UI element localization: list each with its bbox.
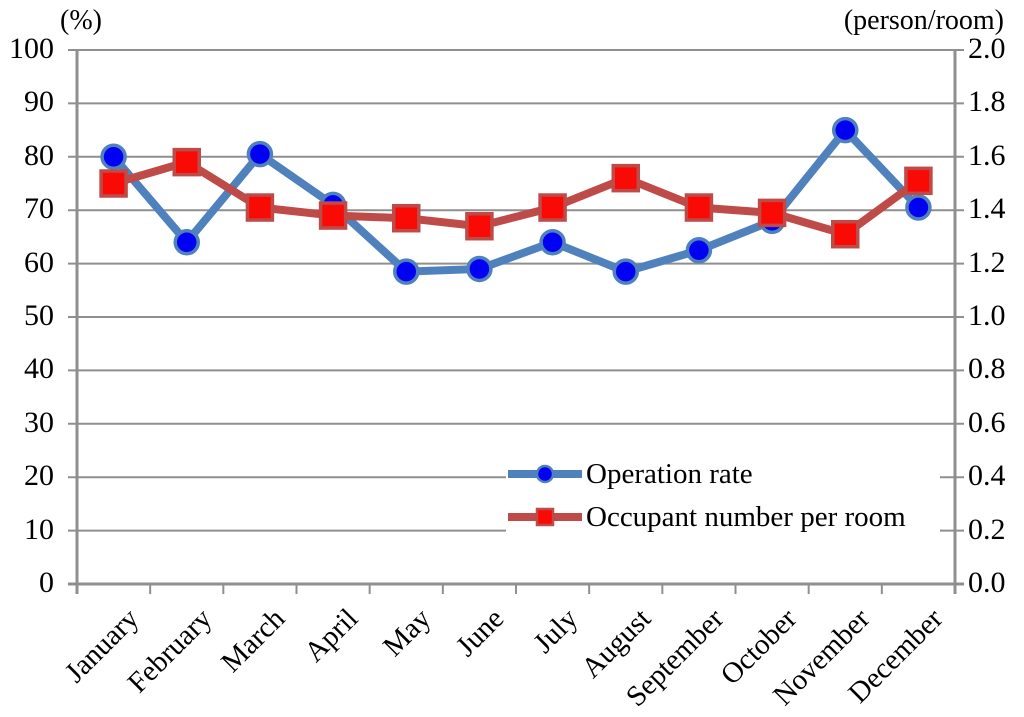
operation-rate-point-march[interactable] — [246, 140, 274, 168]
operation-rate-point-september[interactable] — [685, 237, 713, 264]
occupant-number-per-room-point-september[interactable] — [684, 193, 714, 222]
occupant-number-per-room-point-july[interactable] — [538, 193, 567, 222]
occupant-number-per-room-point-january[interactable] — [99, 169, 128, 198]
legend: Operation rate Occupant number per room — [506, 452, 940, 538]
operation-rate-point-february[interactable] — [173, 228, 200, 256]
occupant-number-legend-swatch-icon — [508, 507, 582, 526]
right-axis-tick-label-0.0: 0.0 — [968, 566, 1006, 599]
legend-label-occupant-number: Occupant number per room — [586, 500, 906, 533]
legend-item-operation-rate: Operation rate — [506, 452, 940, 495]
occupant-number-per-room-point-march[interactable] — [245, 193, 275, 222]
legend-circle-marker-icon — [535, 464, 555, 483]
operation-rate-point-august[interactable] — [612, 258, 639, 285]
right-axis-tick-label-1.8: 1.8 — [968, 85, 1006, 119]
left-axis-tick-label-80: 80 — [24, 138, 54, 172]
occupant-number-per-room-point-august[interactable] — [611, 163, 640, 193]
left-axis-tick-label-30: 30 — [24, 405, 54, 439]
left-axis-tick-label-50: 50 — [24, 299, 54, 332]
occupant-number-per-room-point-february[interactable] — [172, 147, 201, 177]
operation-rate-point-may[interactable] — [393, 258, 420, 285]
operation-rate-point-december[interactable] — [905, 194, 932, 221]
occupant-number-per-room-line — [112, 158, 921, 239]
left-axis-tick-label-60: 60 — [24, 245, 54, 279]
occupant-number-per-room-point-december[interactable] — [904, 166, 933, 196]
left-axis-tick-label-70: 70 — [24, 192, 54, 226]
right-axis-tick-label-0.8: 0.8 — [968, 352, 1006, 386]
right-axis-title: (person/room) — [843, 5, 1004, 36]
left-axis-tick-label-100: 100 — [9, 32, 54, 65]
operation-rate-point-january[interactable] — [100, 143, 127, 171]
right-axis-tick-label-1.0: 1.0 — [968, 299, 1006, 332]
occupant-number-per-room-point-october[interactable] — [757, 198, 787, 228]
left-axis-tick-label-40: 40 — [24, 352, 54, 386]
occupant-number-per-room-point-june[interactable] — [465, 211, 494, 241]
right-axis-tick-label-1.6: 1.6 — [968, 138, 1006, 172]
right-axis-tick-label-0.4: 0.4 — [968, 459, 1006, 493]
occupant-number-per-room-point-may[interactable] — [392, 203, 421, 233]
operation-rate-point-november[interactable] — [832, 116, 859, 144]
operation-rate-legend-swatch-icon — [508, 464, 582, 483]
left-axis-title: (%) — [60, 5, 102, 36]
operation-rate-point-july[interactable] — [539, 228, 566, 256]
operation-rate-point-june[interactable] — [466, 255, 493, 283]
left-axis-tick-label-0: 0 — [39, 566, 54, 599]
occupant-number-per-room-point-april[interactable] — [318, 201, 348, 230]
right-axis-tick-label-0.2: 0.2 — [968, 512, 1006, 546]
legend-square-marker-icon — [535, 507, 555, 526]
left-axis-tick-label-90: 90 — [24, 85, 54, 119]
right-axis-tick-label-2.0: 2.0 — [968, 32, 1006, 65]
right-axis-tick-label-1.2: 1.2 — [968, 245, 1006, 279]
left-axis-tick-label-10: 10 — [24, 512, 54, 546]
right-axis-tick-label-0.6: 0.6 — [968, 405, 1006, 439]
right-axis-tick-label-1.4: 1.4 — [968, 192, 1006, 226]
operation-rate-line — [110, 126, 922, 276]
legend-item-occupant-number: Occupant number per room — [506, 495, 940, 538]
left-axis-tick-label-20: 20 — [24, 459, 54, 493]
legend-label-operation-rate: Operation rate — [586, 457, 753, 490]
occupant-number-per-room-point-november[interactable] — [831, 219, 860, 249]
